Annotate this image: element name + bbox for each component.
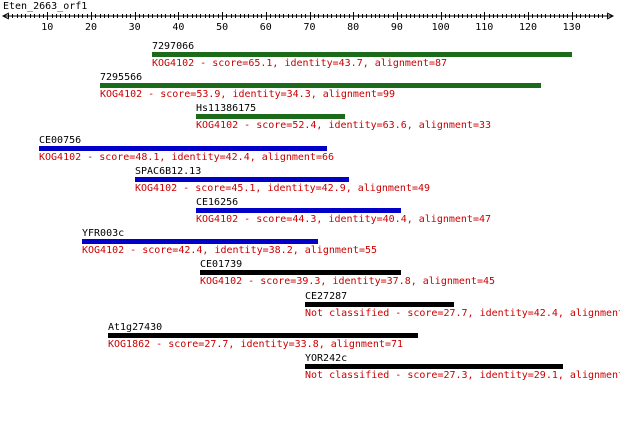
hit-description: KOG4102 - score=52.4, identity=63.6, ali… bbox=[196, 120, 492, 131]
ruler-tick-label: 70 bbox=[303, 22, 316, 33]
hit-alignment-bar[interactable] bbox=[196, 114, 345, 119]
hit-name-link[interactable]: CE16256 bbox=[196, 197, 239, 208]
hit-alignment-bar[interactable] bbox=[135, 177, 349, 182]
hit-description: Not classified - score=27.3, identity=29… bbox=[305, 370, 620, 381]
position-ruler bbox=[1, 12, 615, 20]
ruler-tick-label: 110 bbox=[475, 22, 494, 33]
hit-description: KOG4102 - score=39.3, identity=37.8, ali… bbox=[200, 276, 496, 287]
hit-name-link[interactable]: CE00756 bbox=[39, 135, 82, 146]
hit-name-link[interactable]: CE01739 bbox=[200, 259, 243, 270]
hit-description: Not classified - score=27.7, identity=42… bbox=[305, 308, 620, 319]
hit-name-link[interactable]: CE27287 bbox=[305, 291, 348, 302]
ruler-tick-label: 40 bbox=[172, 22, 185, 33]
hit-alignment-bar[interactable] bbox=[200, 270, 401, 275]
hit-alignment-bar[interactable] bbox=[39, 146, 327, 151]
ruler-left-arrow-icon bbox=[1, 12, 10, 20]
ruler-tick-label: 50 bbox=[216, 22, 229, 33]
ruler-tick-label: 120 bbox=[518, 22, 538, 33]
hit-description: KOG4102 - score=45.1, identity=42.9, ali… bbox=[135, 183, 431, 194]
ruler-tick-label: 10 bbox=[41, 22, 54, 33]
sequence-title: Eten_2663_orf1 bbox=[3, 1, 88, 12]
ruler-tick-label: 100 bbox=[431, 22, 450, 33]
hit-name-link[interactable]: Hs11386175 bbox=[196, 103, 257, 114]
hit-description: KOG4102 - score=53.9, identity=34.3, ali… bbox=[100, 89, 396, 100]
hit-description: KOG1862 - score=27.7, identity=33.8, ali… bbox=[108, 339, 404, 350]
ruler-tick-label: 60 bbox=[259, 22, 272, 33]
hit-alignment-bar[interactable] bbox=[108, 333, 418, 338]
hit-alignment-bar[interactable] bbox=[152, 52, 572, 57]
hit-description: KOG4102 - score=48.1, identity=42.4, ali… bbox=[39, 152, 335, 163]
hit-name-link[interactable]: YOR242c bbox=[305, 353, 348, 364]
hit-name-link[interactable]: 7297066 bbox=[152, 41, 195, 52]
hit-description: KOG4102 - score=65.1, identity=43.7, ali… bbox=[152, 58, 448, 69]
ruler-tick-label: 20 bbox=[84, 22, 98, 33]
ruler-tick-label: 80 bbox=[347, 22, 360, 33]
hit-name-link[interactable]: YFR003c bbox=[82, 228, 125, 239]
hit-description: KOG4102 - score=44.3, identity=40.4, ali… bbox=[196, 214, 492, 225]
hit-alignment-bar[interactable] bbox=[305, 302, 454, 307]
hit-name-link[interactable]: 7295566 bbox=[100, 72, 143, 83]
ruler-tick-label: 130 bbox=[562, 22, 581, 33]
hit-name-link[interactable]: SPAC6B12.13 bbox=[135, 166, 202, 177]
ruler-tick-label: 30 bbox=[128, 22, 141, 33]
ruler-right-arrow-icon bbox=[606, 12, 615, 20]
ruler-tick-label: 90 bbox=[390, 22, 403, 33]
hit-name-link[interactable]: At1g27430 bbox=[108, 322, 163, 333]
hit-alignment-bar[interactable] bbox=[305, 364, 563, 369]
hit-alignment-bar[interactable] bbox=[82, 239, 318, 244]
hit-alignment-bar[interactable] bbox=[196, 208, 401, 213]
hit-description: KOG4102 - score=42.4, identity=38.2, ali… bbox=[82, 245, 378, 256]
hit-alignment-bar[interactable] bbox=[100, 83, 541, 88]
